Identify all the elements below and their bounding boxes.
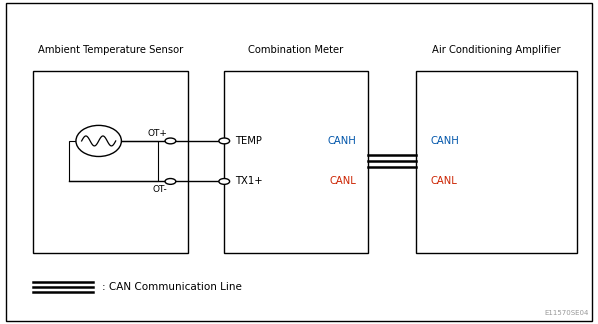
Text: OT-: OT- <box>152 185 167 194</box>
Circle shape <box>219 138 230 144</box>
Text: Ambient Temperature Sensor: Ambient Temperature Sensor <box>38 45 183 55</box>
Text: TEMP: TEMP <box>235 136 262 146</box>
Text: CANL: CANL <box>431 177 457 186</box>
Circle shape <box>219 179 230 184</box>
Ellipse shape <box>76 125 121 156</box>
Text: Air Conditioning Amplifier: Air Conditioning Amplifier <box>432 45 561 55</box>
Text: TX1+: TX1+ <box>235 177 263 186</box>
Text: CANL: CANL <box>329 177 356 186</box>
Text: OT+: OT+ <box>148 129 167 138</box>
Bar <box>224 71 368 253</box>
Bar <box>416 71 577 253</box>
Text: Combination Meter: Combination Meter <box>248 45 344 55</box>
Text: CANH: CANH <box>327 136 356 146</box>
Text: : CAN Communication Line: : CAN Communication Line <box>102 282 242 292</box>
Circle shape <box>165 138 176 144</box>
Text: E11570SE04: E11570SE04 <box>545 310 589 316</box>
Text: CANH: CANH <box>431 136 459 146</box>
Circle shape <box>165 179 176 184</box>
Bar <box>33 71 188 253</box>
Bar <box>69 141 158 181</box>
